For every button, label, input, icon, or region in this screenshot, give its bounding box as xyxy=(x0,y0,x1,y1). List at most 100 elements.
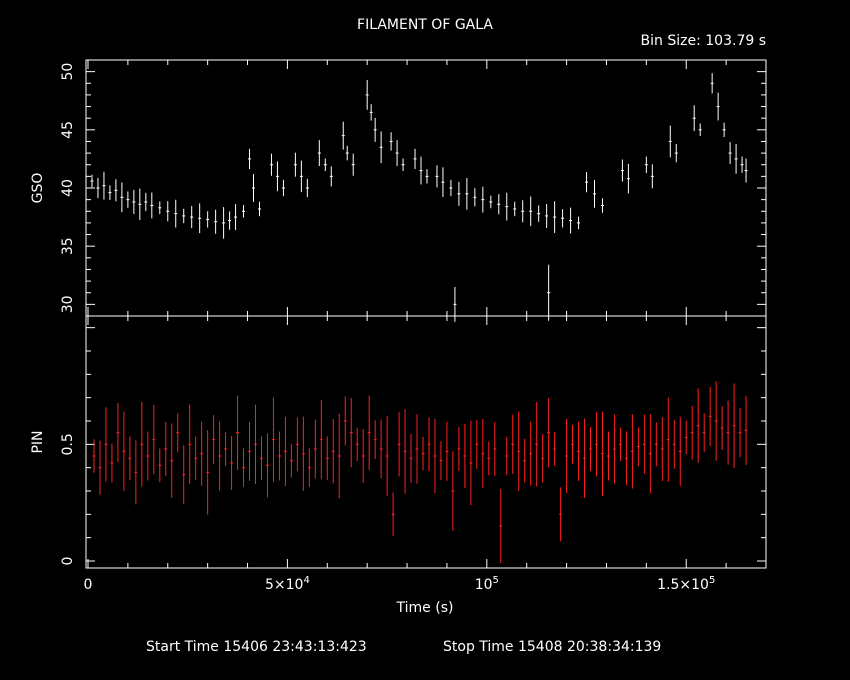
gso-data-point xyxy=(373,117,377,142)
gso-data-point xyxy=(692,105,696,132)
gso-data-point xyxy=(269,153,273,176)
pin-data-point xyxy=(313,419,317,479)
pin-data-point xyxy=(684,420,688,455)
pin-data-point xyxy=(122,411,126,492)
gso-data-point xyxy=(222,207,226,239)
gso-data-point xyxy=(144,192,148,212)
pin-data-point xyxy=(140,402,144,487)
pin-data-point xyxy=(636,427,640,467)
pin-data-point xyxy=(92,439,96,473)
gso-data-point xyxy=(293,152,297,177)
gso-data-point xyxy=(740,156,744,173)
pin-data-point xyxy=(714,381,718,461)
gso-data-point xyxy=(369,104,373,121)
gso-data-point xyxy=(102,171,106,200)
gso-data-point xyxy=(389,132,393,151)
x-tick-label: 5×104 xyxy=(265,575,310,593)
gso-data-point xyxy=(90,174,94,188)
pin-data-point xyxy=(505,436,509,476)
pin-data-point xyxy=(373,420,377,460)
pin-data-point xyxy=(439,441,443,481)
gso-outlier-point xyxy=(453,286,457,322)
gso-data-point xyxy=(138,188,142,221)
pin-data-point xyxy=(379,419,383,479)
x-tick-label: 105 xyxy=(475,575,499,593)
gso-data-point xyxy=(365,80,369,110)
pin-data-point xyxy=(254,404,258,485)
gso-data-point xyxy=(323,158,327,172)
gso-panel-frame xyxy=(85,59,767,317)
pin-data-point xyxy=(577,421,581,481)
gso-data-point xyxy=(626,163,630,194)
pin-data-point xyxy=(277,431,281,481)
pin-data-point xyxy=(744,395,748,465)
pin-data-point xyxy=(702,413,706,453)
gso-data-point xyxy=(132,189,136,214)
pin-data-point xyxy=(529,421,533,486)
pin-data-point xyxy=(571,424,575,464)
gso-data-point xyxy=(600,198,604,213)
pin-data-point xyxy=(248,421,252,481)
gso-data-point xyxy=(214,209,218,234)
gso-data-point xyxy=(281,179,285,197)
pin-data-point xyxy=(511,414,515,474)
gso-data-point xyxy=(413,148,417,170)
pin-data-point xyxy=(224,432,228,466)
gso-data-point xyxy=(569,207,573,234)
gso-data-point xyxy=(674,143,678,163)
gso-data-point xyxy=(150,192,154,219)
pin-data-point xyxy=(612,414,616,484)
gso-axis-label: GSO xyxy=(30,173,46,204)
gso-data-point xyxy=(299,160,303,193)
pin-data-point xyxy=(523,438,527,483)
pin-data-point xyxy=(499,488,503,564)
pin-data-point xyxy=(158,448,162,483)
gso-data-point xyxy=(537,205,541,222)
gso-data-point xyxy=(489,195,493,209)
pin-data-point xyxy=(433,418,437,494)
pin-data-point xyxy=(194,436,198,481)
gso-y-tick-label: 45 xyxy=(60,121,76,139)
pin-data-point xyxy=(259,436,263,481)
pin-y-tick-label: 0.5 xyxy=(60,433,76,455)
pin-data-point xyxy=(732,383,736,468)
gso-data-point xyxy=(158,201,162,215)
pin-data-point xyxy=(182,445,186,505)
pin-panel-frame xyxy=(85,315,767,569)
gso-data-point xyxy=(593,179,597,208)
pin-data-point xyxy=(218,421,222,491)
pin-data-point xyxy=(630,414,634,489)
gso-data-point xyxy=(650,164,654,189)
gso-data-point xyxy=(545,203,549,228)
gso-y-tick-label: 30 xyxy=(60,295,76,313)
pin-data-point xyxy=(720,406,724,450)
pin-data-point xyxy=(146,431,150,481)
pin-data-point xyxy=(642,414,646,474)
pin-data-point xyxy=(421,436,425,471)
time-axis-label: Time (s) xyxy=(396,600,454,616)
gso-data-point xyxy=(228,211,232,230)
pin-data-point xyxy=(295,417,299,472)
pin-data-point xyxy=(110,443,114,483)
pin-data-point xyxy=(230,436,234,490)
pin-data-point xyxy=(463,423,467,489)
pin-data-point xyxy=(559,487,563,542)
pin-data-point xyxy=(301,416,305,491)
gso-data-point xyxy=(529,196,533,227)
gso-data-point xyxy=(329,166,333,187)
pin-data-point xyxy=(600,411,604,496)
gso-data-point xyxy=(317,140,321,167)
pin-data-point xyxy=(391,492,395,537)
pin-data-point xyxy=(618,427,622,462)
pin-data-point xyxy=(672,419,676,469)
pin-data-point xyxy=(648,413,652,494)
pin-data-point xyxy=(660,416,664,482)
gso-data-point xyxy=(722,122,726,138)
gso-data-point xyxy=(275,161,279,192)
gso-data-point xyxy=(190,206,194,229)
gso-data-point xyxy=(351,153,355,176)
gso-data-point xyxy=(441,167,445,198)
stop-time-label: Stop Time 15408 20:38:34:139 xyxy=(443,639,661,655)
pin-data-point xyxy=(325,436,329,481)
